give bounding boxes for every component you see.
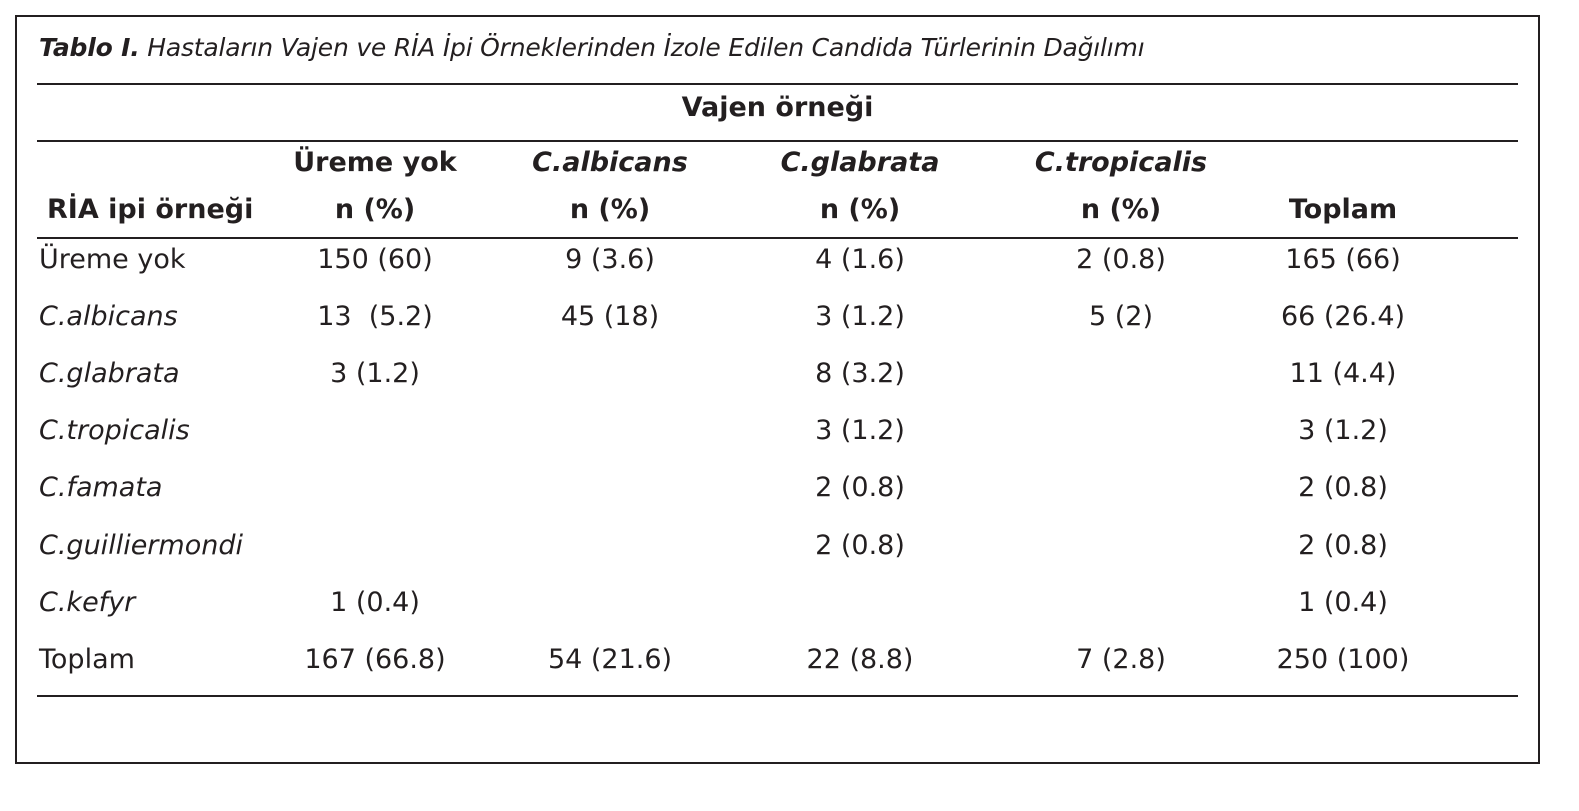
column-header-name: C.tropicalis xyxy=(1034,147,1208,178)
column-header-name: C.albicans xyxy=(532,147,688,178)
row-label: C.famata xyxy=(39,472,163,503)
table-cell: 165 (66) xyxy=(1285,244,1401,275)
caption-text: Hastaların Vajen ve RİA İpi Örneklerinde… xyxy=(139,33,1145,62)
column-header-unit: Toplam xyxy=(1288,194,1398,225)
table-cell: 13 (5.2) xyxy=(317,301,433,332)
table-cell: 2 (0.8) xyxy=(815,472,905,503)
table-cell: 3 (1.2) xyxy=(815,301,905,332)
row-header: RİA ipi örneği xyxy=(47,194,254,225)
column-header-unit: n (%) xyxy=(569,194,651,225)
table-cell: 5 (2) xyxy=(1088,301,1154,332)
column-header: C.glabrata n (%) xyxy=(781,139,940,233)
row-label: C.glabrata xyxy=(39,358,180,389)
caption-label: Tablo I. xyxy=(39,33,140,62)
bottom-rule xyxy=(37,695,1518,697)
table-cell: 150 (60) xyxy=(317,244,433,275)
column-header: Üreme yok n (%) xyxy=(293,139,457,233)
table-cell: 2 (0.8) xyxy=(815,530,905,561)
row-label: C.kefyr xyxy=(39,587,136,618)
header-rule xyxy=(37,237,1518,239)
row-label: C.albicans xyxy=(39,301,178,332)
column-header-name: Üreme yok xyxy=(293,147,457,178)
table-cell: 250 (100) xyxy=(1276,644,1410,675)
column-header: C.albicans n (%) xyxy=(532,139,688,233)
table-cell: 54 (21.6) xyxy=(547,644,673,675)
table-cell: 45 (18) xyxy=(560,301,660,332)
table-cell: 8 (3.2) xyxy=(815,358,905,389)
table-caption: Tablo I. Hastaların Vajen ve RİA İpi Örn… xyxy=(39,33,1145,62)
column-header-unit: n (%) xyxy=(819,194,901,225)
table-cell: 11 (4.4) xyxy=(1289,358,1397,389)
column-header-unit: n (%) xyxy=(1080,194,1162,225)
column-header: Toplam xyxy=(1289,139,1397,233)
table-cell: 4 (1.6) xyxy=(815,244,905,275)
column-header-name: C.glabrata xyxy=(780,147,940,178)
table-cell: 3 (1.2) xyxy=(1298,415,1388,446)
table-cell: 9 (3.6) xyxy=(565,244,655,275)
row-label: Üreme yok xyxy=(39,244,186,275)
table-cell: 3 (1.2) xyxy=(815,415,905,446)
group-header: Vajen örneği xyxy=(681,92,874,123)
table-cell: 167 (66.8) xyxy=(304,644,446,675)
row-label: C.guilliermondi xyxy=(39,530,243,561)
table-frame xyxy=(15,15,1540,764)
table-cell: 1 (0.4) xyxy=(330,587,420,618)
top-rule xyxy=(37,83,1518,85)
row-label: C.tropicalis xyxy=(39,415,190,446)
table-cell: 7 (2.8) xyxy=(1076,644,1166,675)
table-cell: 66 (26.4) xyxy=(1280,301,1406,332)
column-header-name xyxy=(1289,139,1397,186)
table-cell: 2 (0.8) xyxy=(1298,472,1388,503)
column-header-unit: n (%) xyxy=(334,194,416,225)
row-label: Toplam xyxy=(39,644,135,675)
table-cell: 2 (0.8) xyxy=(1076,244,1166,275)
group-rule xyxy=(37,140,1518,142)
table-cell: 3 (1.2) xyxy=(330,358,420,389)
column-header: C.tropicalis n (%) xyxy=(1035,139,1207,233)
table-cell: 1 (0.4) xyxy=(1298,587,1388,618)
table-cell: 22 (8.8) xyxy=(806,644,914,675)
table-cell: 2 (0.8) xyxy=(1298,530,1388,561)
